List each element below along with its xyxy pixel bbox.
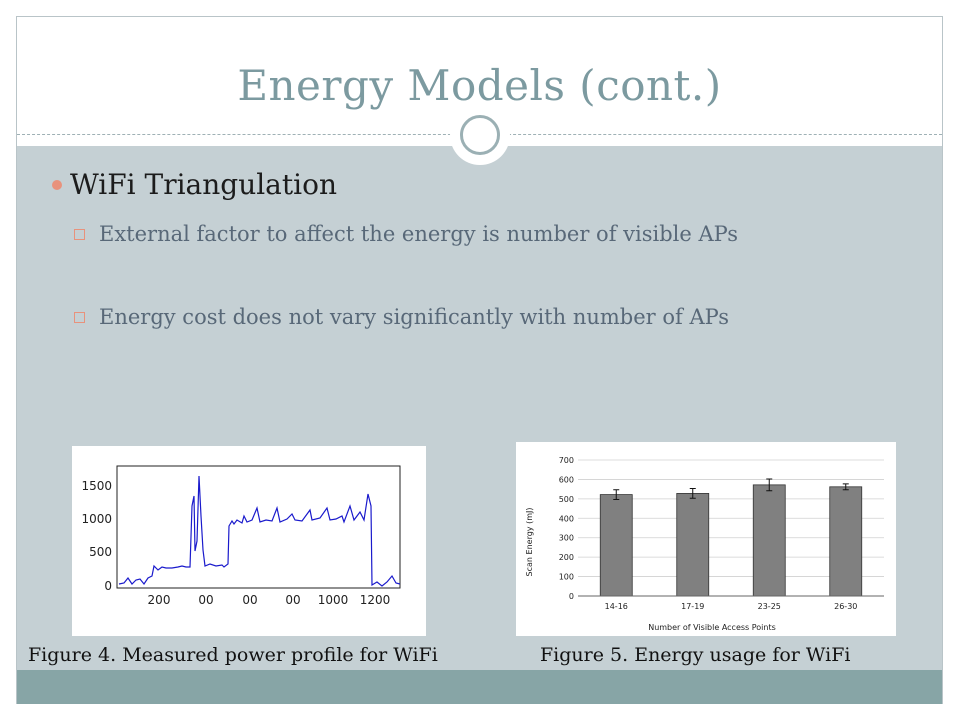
figure-5-caption: Figure 5. Energy usage for WiFi xyxy=(540,644,851,666)
sub-bullet-text: External factor to affect the energy is … xyxy=(99,222,738,246)
footer-band xyxy=(17,670,942,704)
bullet-dot-icon xyxy=(52,179,62,190)
fig5-xtick: 17-19 xyxy=(681,602,704,611)
fig5-ytick: 600 xyxy=(559,475,574,484)
fig4-xtick: 200 xyxy=(148,593,171,607)
bar xyxy=(829,486,863,597)
fig4-ytick: 0 xyxy=(104,579,112,593)
chart-xlabel: Number of Visible Access Points xyxy=(648,623,776,632)
square-bullet-icon xyxy=(74,228,85,240)
bar xyxy=(599,494,633,597)
sub-bullet-2: Energy cost does not vary significantly … xyxy=(74,305,729,329)
fig5-ytick: 0 xyxy=(569,592,574,601)
fig4-ytick: 500 xyxy=(89,545,112,559)
fig5-xtick: 26-30 xyxy=(834,602,857,611)
fig4-xtick: 00 xyxy=(242,593,257,607)
figure-5-energy-chart: 700 600 500 400 300 200 100 0 14-16 17-19 23-25 26… xyxy=(516,442,896,636)
circle-ornament-icon xyxy=(450,105,510,165)
bullet-wifi-triangulation: WiFi Triangulation xyxy=(52,168,337,201)
fig5-ytick: 400 xyxy=(559,514,574,523)
fig4-ytick: 1500 xyxy=(81,479,112,493)
fig5-ytick: 500 xyxy=(559,495,574,504)
fig4-xtick: 00 xyxy=(198,593,213,607)
figure-4-power-profile: 1500 1000 500 0 200 00 00 00 1000 1200 xyxy=(72,446,426,636)
fig5-ytick: 700 xyxy=(559,456,574,465)
fig4-ytick: 1000 xyxy=(81,512,112,526)
fig5-ytick: 100 xyxy=(559,573,574,582)
bar xyxy=(676,493,710,597)
bullet-text: WiFi Triangulation xyxy=(70,168,337,201)
fig5-xtick: 14-16 xyxy=(605,602,628,611)
error-bar xyxy=(613,489,620,500)
figure-4-caption: Figure 4. Measured power profile for WiF… xyxy=(28,644,438,666)
power-profile-line xyxy=(118,475,401,587)
bar xyxy=(752,484,786,597)
chart-ylabel: Scan Energy (mJ) xyxy=(525,508,534,577)
fig5-ytick: 200 xyxy=(559,553,574,562)
fig5-ytick: 300 xyxy=(559,534,574,543)
fig4-xtick: 1000 xyxy=(318,593,349,607)
error-bar xyxy=(766,478,773,492)
sub-bullet-1: External factor to affect the energy is … xyxy=(74,222,738,246)
slide-title: Energy Models (cont.) xyxy=(237,61,722,110)
sub-bullet-text: Energy cost does not vary significantly … xyxy=(99,305,729,329)
fig5-xtick: 23-25 xyxy=(758,602,781,611)
square-bullet-icon xyxy=(74,311,85,323)
error-bar xyxy=(842,483,849,491)
fig4-xtick: 1200 xyxy=(360,593,391,607)
fig4-xtick: 00 xyxy=(285,593,300,607)
error-bar xyxy=(689,488,696,499)
